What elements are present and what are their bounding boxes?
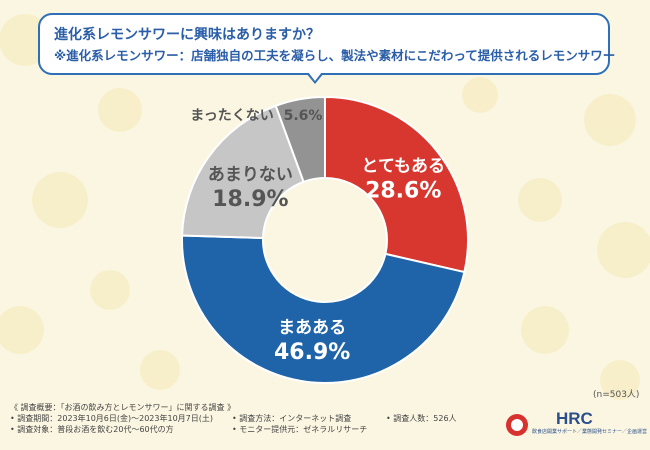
slice-value-4: 5.6%: [284, 108, 323, 124]
slice-label-1: とてもある: [361, 157, 445, 177]
survey-count: • 調査人数：526人: [386, 414, 457, 423]
sample-size-note: (n=503人): [593, 390, 640, 400]
question-box: 進化系レモンサワーに興味はありますか？ ※進化系レモンサワー：店舗独自の工夫を凝…: [38, 13, 616, 75]
slice-label-2: まあある: [278, 318, 346, 338]
slice-1: [324, 95, 469, 274]
hrc-logo: HRC 飲食店開業サポート／業態開発セミナー／企画運営: [532, 409, 648, 436]
hrc-logo-icon: [506, 414, 528, 436]
question-box-tail-inner: [308, 72, 322, 81]
question-note: ※進化系レモンサワー：店舗独自の工夫を凝らし、製法や素材にこだわって提供されるレ…: [54, 48, 616, 63]
slice-2: [181, 234, 466, 384]
survey-provider: • モニター提供元：ゼネラルリサーチ: [232, 425, 368, 434]
slice-label-4: まったくない: [190, 108, 273, 124]
survey-method: • 調査方法：インターネット調査: [232, 414, 352, 423]
slice-value-1: 28.6%: [365, 179, 441, 204]
question-title: 進化系レモンサワーに興味はありますか？: [54, 27, 320, 43]
survey-overview: 《 調査概要：「お酒の飲み方とレモンサワー」に関する調査 》: [10, 403, 236, 412]
logo-subtitle: 飲食店開業サポート／業態開発セミナー／企画運営: [532, 429, 648, 435]
slice-4: [274, 95, 326, 184]
slice-3: [181, 104, 305, 240]
survey-target: • 調査対象：普段お酒を飲む20代～60代の方: [10, 425, 174, 434]
survey-period: • 調査期間：2023年10月6日(金)～2023年10月7日(土): [10, 414, 214, 423]
slice-value-2: 46.9%: [274, 340, 350, 365]
slice-label-3: あまりない: [208, 165, 293, 185]
logo-name: HRC: [556, 409, 593, 428]
slice-value-3: 18.9%: [212, 187, 288, 212]
